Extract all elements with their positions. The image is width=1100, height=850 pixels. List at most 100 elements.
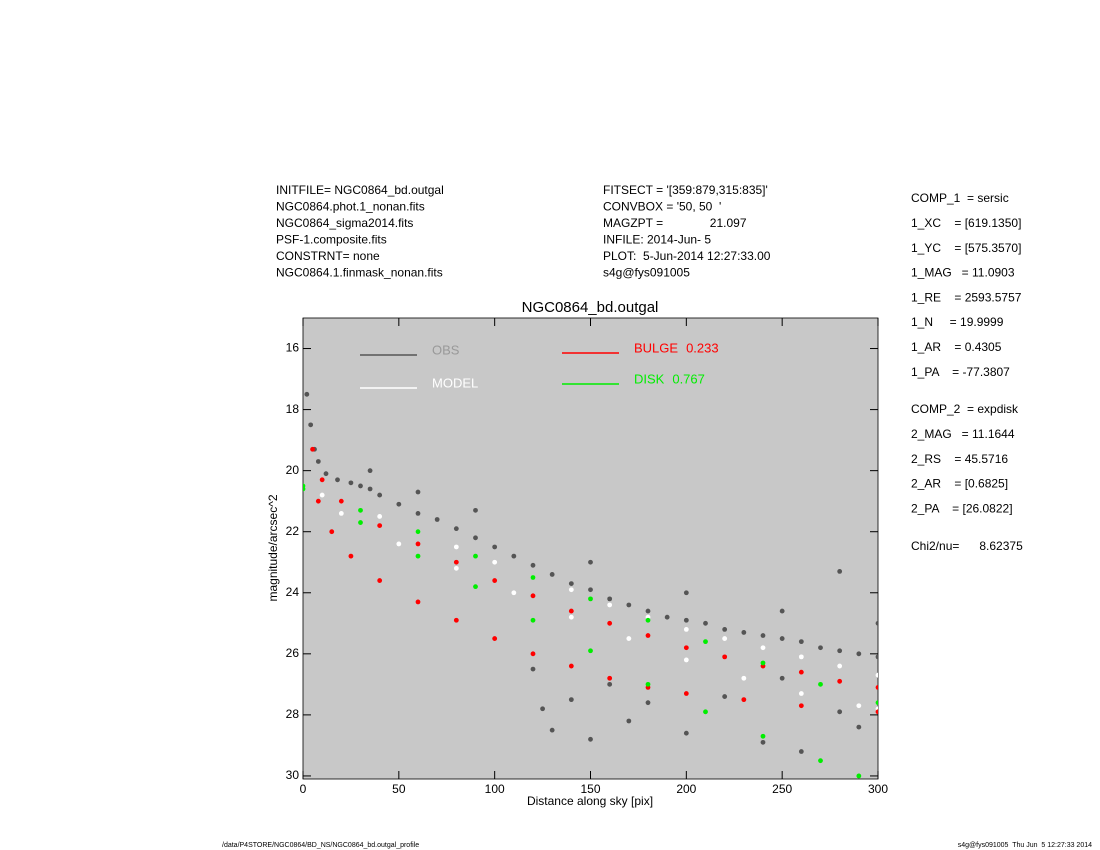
point: [607, 675, 613, 681]
point: [645, 633, 651, 638]
parameter: 2_AR = [0.6825]: [911, 477, 1008, 491]
header-line: PLOT: 5-Jun-2014 12:27:33.00: [603, 249, 771, 263]
point: [473, 553, 478, 559]
point: [875, 654, 878, 660]
legend-fraction: 0.233: [686, 340, 719, 355]
point: [329, 529, 335, 535]
point: [348, 480, 354, 486]
point: [453, 526, 459, 532]
point: [588, 736, 593, 742]
point: [358, 483, 363, 489]
x-tick-label: 100: [485, 782, 505, 796]
point: [492, 559, 498, 565]
point: [530, 562, 536, 568]
point: [530, 593, 536, 599]
point: [703, 639, 708, 645]
point: [396, 541, 402, 547]
legend-label: OBS: [432, 342, 460, 357]
point: [760, 645, 766, 651]
header-line: s4g@fys091005: [603, 266, 690, 280]
x-tick-label: 0: [300, 782, 307, 796]
header-line: CONVBOX = '50, 50 ': [603, 200, 721, 214]
point: [588, 596, 593, 602]
y-tick-label: 24: [286, 585, 300, 599]
point: [798, 669, 804, 675]
point: [358, 507, 363, 513]
point: [856, 724, 862, 730]
point: [319, 477, 325, 483]
header-line: PSF-1.composite.fits: [276, 233, 387, 247]
y-tick-label: 20: [286, 463, 300, 477]
point: [415, 599, 421, 605]
parameter: 2_PA = [26.0822]: [911, 501, 1013, 515]
point: [779, 608, 785, 614]
point: [683, 627, 689, 632]
point: [511, 553, 517, 559]
point: [377, 578, 383, 583]
point: [568, 581, 574, 587]
point: [645, 700, 651, 706]
point: [683, 657, 689, 663]
point: [875, 709, 878, 715]
point: [683, 691, 689, 696]
point: [453, 617, 459, 623]
point: [377, 492, 383, 498]
point: [626, 602, 632, 608]
header-line: NGC0864_sigma2014.fits: [276, 216, 413, 230]
point: [415, 489, 421, 495]
legend-fraction: 0.767: [672, 371, 705, 386]
plot-background: [302, 317, 879, 780]
point: [568, 663, 574, 669]
point: [818, 645, 823, 651]
legend-label: DISK: [634, 371, 665, 386]
point: [338, 498, 344, 504]
point: [530, 651, 536, 657]
chi2: Chi2/nu= 8.62375: [911, 539, 1023, 553]
point: [856, 703, 862, 709]
point: [588, 587, 593, 593]
point: [415, 541, 421, 547]
point: [837, 648, 843, 654]
parameter: COMP_1 = sersic: [911, 191, 1009, 205]
x-axis-label: Distance along sky [pix]: [527, 794, 653, 808]
point: [875, 700, 878, 706]
x-tick-label: 50: [392, 782, 406, 796]
point: [837, 678, 843, 684]
point: [626, 718, 632, 724]
point: [473, 584, 478, 590]
point: [473, 535, 478, 541]
point: [530, 666, 536, 672]
x-tick-label: 150: [580, 782, 600, 796]
point: [377, 523, 383, 529]
parameter: 1_AR = 0.4305: [911, 340, 1002, 354]
point: [607, 620, 613, 626]
point: [607, 596, 613, 602]
plot-points: [303, 391, 878, 779]
y-tick-label: 28: [286, 707, 300, 721]
point: [818, 758, 823, 764]
point: [492, 578, 498, 583]
point: [415, 510, 421, 516]
point: [875, 672, 878, 678]
point: [798, 703, 804, 709]
point: [875, 620, 878, 626]
point: [358, 520, 363, 525]
point: [453, 565, 459, 571]
point: [760, 733, 766, 739]
point: [837, 568, 843, 574]
point: [837, 663, 843, 669]
point: [856, 773, 862, 779]
point: [626, 636, 632, 641]
parameter: 1_YC = [575.3570]: [911, 241, 1021, 255]
chart-title: NGC0864_bd.outgal: [522, 299, 659, 316]
point: [683, 590, 689, 596]
point: [856, 651, 862, 657]
point: [396, 501, 402, 507]
point: [760, 739, 766, 745]
point: [568, 608, 574, 614]
point: [568, 587, 574, 593]
point: [645, 681, 651, 687]
point: [568, 614, 574, 620]
point: [453, 544, 459, 550]
